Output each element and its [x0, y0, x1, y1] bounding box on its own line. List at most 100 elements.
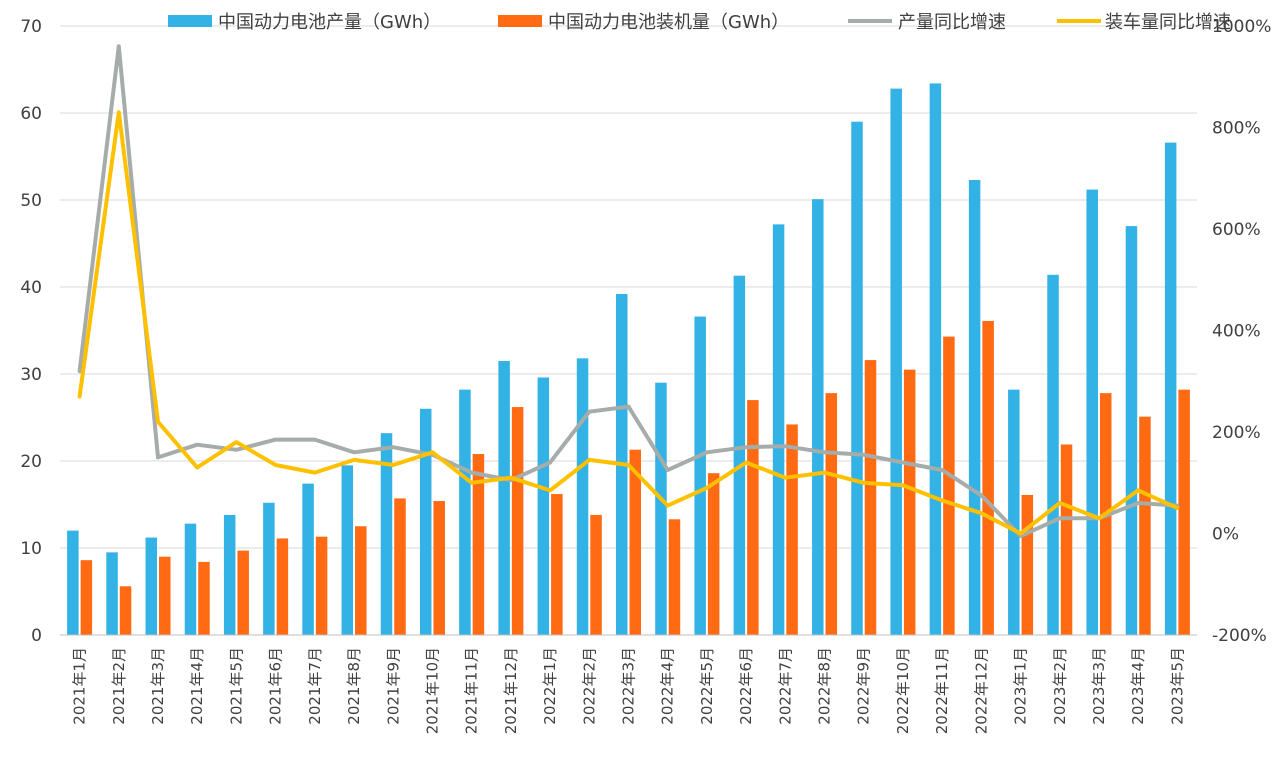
- y-left-tick-label: 10: [20, 539, 42, 559]
- x-tick-label: 2021年6月: [267, 647, 285, 725]
- x-tick-label: 2022年7月: [776, 647, 794, 725]
- installation-bar: [119, 586, 132, 635]
- y-right-tick-label: 200%: [1212, 423, 1261, 443]
- x-tick-label: 2021年12月: [502, 647, 520, 734]
- y-left-tick-label: 30: [20, 365, 42, 385]
- y-right-tick-label: 800%: [1212, 119, 1261, 139]
- legend-production-label: 中国动力电池产量（GWh）: [218, 12, 441, 33]
- production-bar: [106, 552, 118, 635]
- installation-bar: [80, 560, 93, 635]
- x-tick-label: 2022年10月: [894, 647, 912, 734]
- production-bar: [968, 179, 981, 636]
- installation-bar: [629, 449, 641, 635]
- installation-bar: [159, 556, 171, 635]
- production-bar: [576, 358, 589, 635]
- installation-bar: [551, 494, 563, 635]
- production-bar: [1008, 389, 1020, 635]
- production-bar: [67, 530, 79, 635]
- x-tick-label: 2021年11月: [463, 647, 481, 734]
- x-tick-label: 2022年11月: [933, 647, 951, 734]
- x-tick-label: 2021年2月: [110, 647, 128, 725]
- production-bar: [655, 382, 667, 635]
- x-tick-label: 2022年3月: [620, 647, 638, 725]
- production-bar: [812, 199, 824, 635]
- y-right-tick-label: 600%: [1212, 220, 1261, 240]
- installation-bar: [1060, 444, 1073, 635]
- installation-bar: [903, 369, 916, 635]
- y-left-tick-label: 20: [20, 452, 42, 472]
- installation-growth-line: [77, 110, 1180, 536]
- installation-bar: [511, 407, 524, 635]
- x-tick-label: 2023年2月: [1051, 647, 1069, 725]
- production-bar: [929, 83, 942, 636]
- x-tick-label: 2021年10月: [423, 647, 441, 734]
- legend-production-growth-label: 产量同比增速: [898, 12, 1006, 33]
- x-tick-label: 2022年9月: [855, 647, 873, 725]
- x-tick-label: 2021年1月: [71, 647, 89, 725]
- x-tick-label: 2023年4月: [1129, 647, 1147, 725]
- y-left-tick-label: 60: [20, 104, 42, 124]
- x-tick-label: 2021年4月: [188, 647, 206, 725]
- production-bar: [1047, 274, 1059, 635]
- legend-installation-swatch: [498, 15, 542, 27]
- installation-bar: [825, 393, 838, 635]
- installation-bar: [864, 360, 877, 635]
- x-tick-label: 2021年8月: [345, 647, 363, 725]
- production-bar: [419, 408, 432, 635]
- production-bar: [223, 514, 236, 635]
- production-bar: [772, 224, 785, 636]
- x-tick-label: 2021年9月: [384, 647, 402, 725]
- installation-bar: [198, 561, 210, 635]
- production-growth-line: [77, 44, 1180, 538]
- production-bar: [341, 465, 354, 635]
- production-bar: [380, 433, 393, 635]
- production-bar: [851, 121, 863, 635]
- installation-bar: [315, 536, 328, 635]
- y-left-tick-label: 40: [20, 278, 42, 298]
- x-tick-label: 2023年5月: [1168, 647, 1186, 725]
- y-right-tick-label: 1000%: [1212, 17, 1271, 37]
- x-tick-label: 2022年2月: [580, 647, 598, 725]
- production-bar: [733, 275, 746, 635]
- production-bar: [890, 88, 902, 635]
- production-bar: [498, 360, 510, 635]
- legend-installation-label: 中国动力电池装机量（GWh）: [548, 12, 789, 33]
- x-tick-label: 2023年1月: [1012, 647, 1030, 725]
- x-tick-label: 2022年4月: [659, 647, 677, 725]
- installation-bar: [1021, 494, 1034, 635]
- y-right-tick-label: 400%: [1212, 322, 1261, 342]
- production-bar: [145, 537, 158, 635]
- y-right-tick-label: 0%: [1212, 525, 1239, 545]
- x-tick-label: 2022年8月: [816, 647, 834, 725]
- installation-bar: [433, 501, 445, 635]
- x-tick-label: 2021年7月: [306, 647, 324, 725]
- x-tick-label: 2022年12月: [972, 647, 990, 734]
- y-left-tick-label: 0: [31, 626, 42, 646]
- axes: 0 10 20 30 40 50 60 70 -200% 0% 200% 400% 600% 800% 10…: [20, 17, 1271, 734]
- x-tick-label: 2023年3月: [1090, 647, 1108, 725]
- installation-bar: [355, 526, 367, 635]
- legend-production-swatch: [168, 15, 212, 27]
- installation-bar: [707, 473, 720, 635]
- gridlines: [60, 25, 1197, 636]
- installation-bar: [668, 519, 681, 635]
- y-right-tick-label: -200%: [1212, 626, 1267, 646]
- installation-bar: [472, 454, 485, 635]
- installation-bar: [1178, 389, 1190, 635]
- installation-bar: [747, 400, 759, 635]
- installation-bar: [237, 550, 249, 635]
- installation-bar: [982, 320, 994, 635]
- installation-bar: [590, 514, 602, 635]
- legend-installation-growth-label: 装车量同比增速: [1105, 12, 1231, 33]
- line-series: [77, 44, 1180, 538]
- production-bar: [184, 523, 197, 635]
- y-left-tick-label: 50: [20, 191, 42, 211]
- x-tick-label: 2022年5月: [698, 647, 716, 725]
- production-bar: [1164, 142, 1177, 635]
- y-left-tick-label: 70: [20, 17, 42, 37]
- production-bar: [537, 377, 550, 635]
- installation-bar: [786, 424, 798, 635]
- bar-series: [67, 83, 1190, 636]
